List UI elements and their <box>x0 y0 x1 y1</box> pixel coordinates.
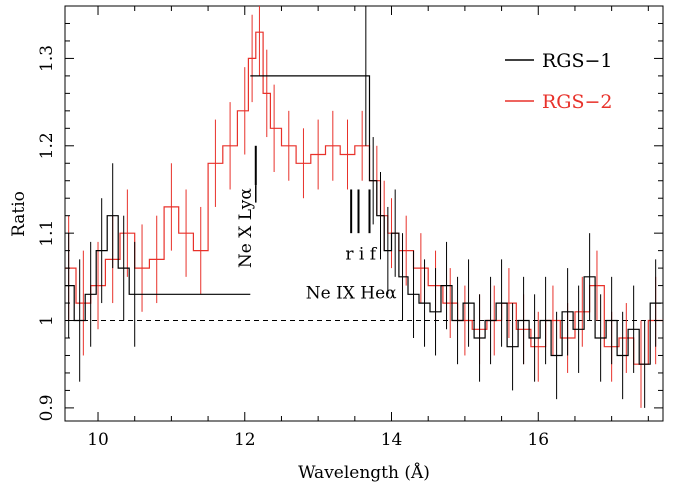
y-tick-label: 1.3 <box>37 45 57 72</box>
axis-layer: 10 12 14 16 0.9 1 1.1 1.2 1.3 <box>37 6 663 450</box>
x-tick-label: 12 <box>234 430 256 450</box>
x-tick-label: 16 <box>527 430 549 450</box>
x-axis-label: Wavelength (Å) <box>298 462 430 483</box>
y-tick-label: 1.1 <box>37 220 57 247</box>
series-step-line <box>65 75 662 365</box>
legend: RGS−1 RGS−2 <box>505 50 613 113</box>
x-tick-label: 10 <box>87 430 109 450</box>
legend-label-rgs2: RGS−2 <box>542 91 613 113</box>
series-rgs1 <box>65 6 662 408</box>
y-tick-label: 0.9 <box>37 394 57 421</box>
series-step-line <box>65 31 663 365</box>
ne-ix-hea-label: Ne IX Heα <box>306 284 397 304</box>
series-layer <box>65 6 663 408</box>
annotation-layer: Ne X Lyα r i f Ne IX Heα <box>236 145 397 304</box>
y-tick-label: 1.2 <box>37 132 57 159</box>
y-tick-label: 1 <box>37 315 57 326</box>
x-tick-label: 14 <box>381 430 403 450</box>
y-axis-label: Ratio <box>9 191 29 237</box>
rif-label: r i f <box>345 244 377 264</box>
plot-frame <box>64 5 664 422</box>
series-rgs2 <box>65 6 663 408</box>
legend-label-rgs1: RGS−1 <box>542 50 613 72</box>
ne-x-lya-label: Ne X Lyα <box>236 188 256 268</box>
